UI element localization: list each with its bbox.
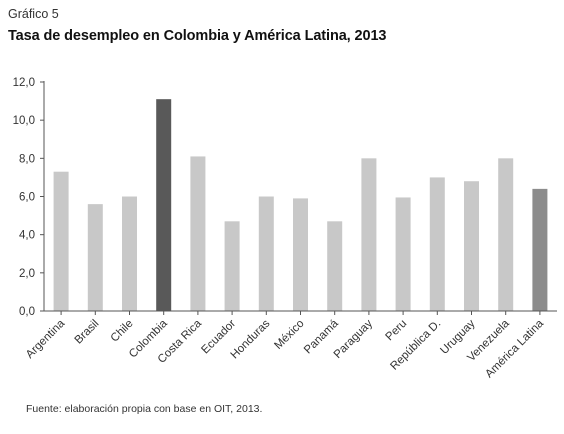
bar-ecuador [224, 221, 240, 311]
y-tick-label: 4,0 [19, 230, 35, 242]
bar-panama [327, 221, 343, 311]
bar-honduras [258, 196, 274, 311]
x-tick-label-argentina: Argentina [24, 317, 68, 361]
bar-brasil [87, 204, 103, 311]
y-axis: 0,0 2,0 4,0 6,0 8,0 10,0 12,0 [13, 77, 45, 318]
bar-america-latina [532, 188, 548, 311]
x-tick-label-america-latina: América Latina [483, 317, 546, 380]
bar-venezuela [498, 158, 514, 311]
chart-title: Tasa de desempleo en Colombia y América … [8, 28, 387, 44]
y-tick-label: 12,0 [13, 77, 35, 89]
x-tick-label-mexico: México [272, 318, 306, 352]
x-tick-label-peru: Peru [384, 318, 410, 344]
bar-mexico [293, 198, 308, 311]
bar-peru [395, 197, 411, 311]
figure-label: Gráfico 5 [8, 7, 59, 21]
bar-chile [122, 196, 137, 311]
y-tick-label: 6,0 [19, 192, 35, 204]
bar-colombia [156, 99, 172, 311]
bar-argentina [53, 171, 69, 311]
bar-costa-rica [190, 156, 206, 311]
x-tick-label-brasil: Brasil [73, 318, 102, 347]
bar-uruguay [464, 181, 479, 311]
bar-paraguay [361, 158, 377, 311]
y-tick-label: 2,0 [19, 268, 35, 280]
source-note: Fuente: elaboración propia con base en O… [26, 403, 263, 415]
x-tick-label-chile: Chile [109, 318, 136, 345]
bars [53, 99, 548, 311]
y-tick-label: 0,0 [19, 306, 35, 318]
bar-republica-d [429, 177, 445, 311]
y-tick-label: 10,0 [13, 115, 35, 127]
y-tick-label: 8,0 [19, 153, 35, 165]
